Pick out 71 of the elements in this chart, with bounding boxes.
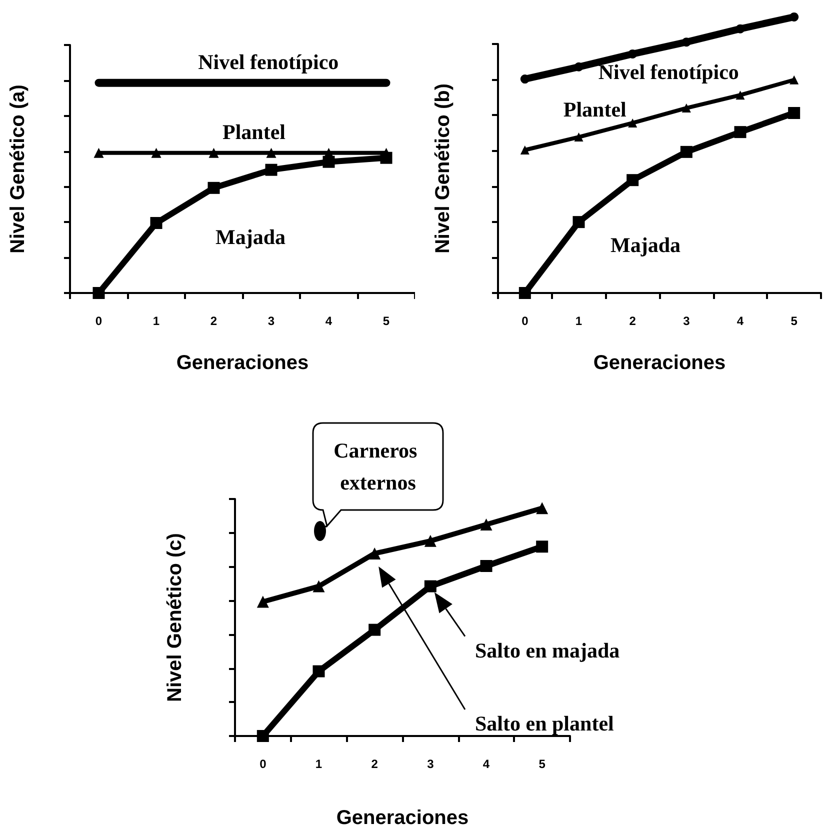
x-axis-title: Generaciones <box>176 352 309 374</box>
point <box>150 217 162 230</box>
series-label: Nivel fenotípico <box>198 50 339 74</box>
point <box>368 547 381 560</box>
point <box>628 49 638 58</box>
y-axis-title: Nivel Genético (a) <box>7 84 29 254</box>
point <box>94 148 104 158</box>
point <box>256 596 269 608</box>
point <box>424 534 436 547</box>
point <box>480 560 492 572</box>
point <box>536 502 548 514</box>
point <box>368 624 381 636</box>
point <box>266 148 276 158</box>
x-tick-label: 4 <box>736 314 744 328</box>
point <box>790 75 799 84</box>
annotation: Salto en majada <box>475 638 620 662</box>
x-tick-label: 0 <box>522 314 529 328</box>
x-tick-label: 1 <box>315 757 322 771</box>
point <box>574 62 584 72</box>
x-tick-label: 5 <box>382 314 390 328</box>
point <box>790 12 799 22</box>
x-tick-label: 3 <box>268 314 275 328</box>
x-tick-label: 2 <box>629 314 636 328</box>
point <box>788 107 800 120</box>
point <box>680 146 692 158</box>
x-tick-label: 0 <box>260 757 267 771</box>
point <box>312 580 325 592</box>
point <box>574 132 584 142</box>
x-tick-label: 4 <box>482 757 490 771</box>
series-label: Majada <box>610 232 681 257</box>
annotation: Salto en plantel <box>475 711 614 736</box>
x-tick-label: 3 <box>683 314 690 328</box>
point <box>151 148 162 158</box>
series-label: Nivel fenotípico <box>598 60 739 84</box>
point <box>736 24 745 34</box>
point <box>682 38 691 47</box>
point <box>682 104 691 113</box>
x-tick-label: 1 <box>152 314 160 328</box>
text: Carneros externos <box>334 438 422 494</box>
x-tick-label: 3 <box>427 757 434 771</box>
point <box>480 518 492 531</box>
point <box>92 287 105 299</box>
point <box>518 287 531 299</box>
x-tick-label: 2 <box>210 314 218 328</box>
point <box>626 174 639 186</box>
point <box>536 540 548 553</box>
y-axis-title: Nivel Genético (b) <box>432 83 454 254</box>
x-tick-label: 1 <box>575 314 582 328</box>
series-label: Majada <box>216 224 286 249</box>
point <box>572 216 585 228</box>
point <box>520 146 530 155</box>
x-tick-label: 5 <box>790 314 798 328</box>
x-tick-label: 5 <box>538 757 546 771</box>
y-axis-title: Nivel Genético (c) <box>164 533 186 702</box>
x-axis-title: Generaciones <box>336 807 469 829</box>
x-tick-label: 0 <box>95 314 102 328</box>
point <box>736 90 745 100</box>
point <box>256 730 269 742</box>
series-label: Plantel <box>222 120 286 144</box>
point <box>734 126 746 138</box>
point <box>628 118 638 128</box>
point <box>520 74 530 84</box>
point <box>312 665 325 678</box>
series-label: Plantel <box>563 97 627 122</box>
x-tick-label: 4 <box>325 314 332 328</box>
point <box>208 148 219 158</box>
point <box>265 164 278 176</box>
x-axis-title: Generaciones <box>593 352 726 374</box>
point <box>208 182 220 194</box>
x-tick-label: 2 <box>371 757 378 771</box>
point <box>424 580 436 592</box>
